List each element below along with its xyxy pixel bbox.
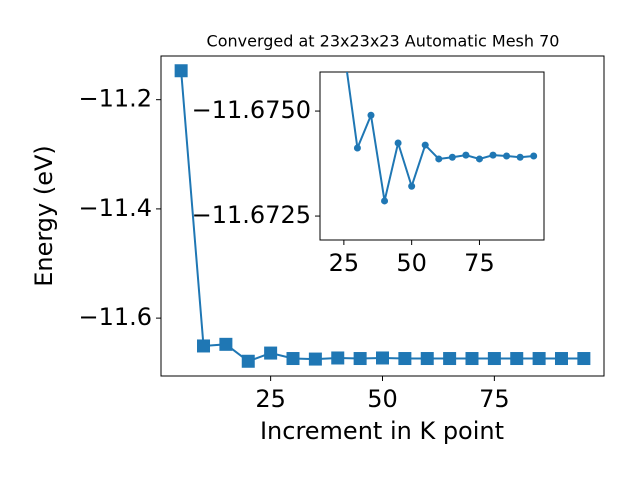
marker xyxy=(219,337,233,351)
x-tick-label: 50 xyxy=(396,249,427,277)
y-tick-label: −11.6 xyxy=(78,303,152,331)
marker xyxy=(530,152,538,160)
marker xyxy=(308,352,322,366)
y-tick-label: −11.2 xyxy=(78,85,152,113)
marker xyxy=(510,352,524,366)
marker xyxy=(408,182,416,190)
y-tick-label: −11.6750 xyxy=(192,96,311,124)
marker xyxy=(421,141,429,149)
y-tick-label: −11.6725 xyxy=(192,201,311,229)
x-axis-label: Increment in K point xyxy=(260,417,504,445)
marker xyxy=(475,155,483,163)
marker xyxy=(465,352,479,366)
marker xyxy=(367,111,375,119)
marker xyxy=(532,352,546,366)
marker xyxy=(487,352,501,366)
marker xyxy=(376,351,389,365)
marker xyxy=(577,352,591,366)
marker xyxy=(443,352,457,366)
marker xyxy=(435,155,443,163)
marker xyxy=(554,352,568,366)
marker xyxy=(462,151,470,159)
marker xyxy=(353,144,361,152)
x-tick-label: 25 xyxy=(329,249,360,277)
marker xyxy=(174,64,188,78)
x-tick-label: 75 xyxy=(479,385,510,413)
x-tick-label: 75 xyxy=(464,249,495,277)
marker xyxy=(398,352,412,366)
marker xyxy=(381,197,389,205)
marker xyxy=(197,339,211,353)
marker xyxy=(489,151,497,159)
marker xyxy=(264,346,278,360)
marker xyxy=(353,352,367,366)
marker xyxy=(286,352,300,366)
marker xyxy=(448,153,456,161)
y-axis-label: Energy (eV) xyxy=(30,145,58,287)
marker xyxy=(331,351,345,365)
marker xyxy=(516,153,524,161)
plot-clip xyxy=(174,64,591,368)
marker xyxy=(503,152,511,160)
plot-clip xyxy=(346,72,538,205)
marker xyxy=(420,352,434,366)
marker xyxy=(394,139,402,147)
marker xyxy=(241,354,255,368)
x-tick-label: 50 xyxy=(367,385,398,413)
y-tick-label: −11.4 xyxy=(78,194,152,222)
chart-title: Converged at 23x23x23 Automatic Mesh 70 xyxy=(207,32,560,51)
x-tick-label: 25 xyxy=(255,385,286,413)
